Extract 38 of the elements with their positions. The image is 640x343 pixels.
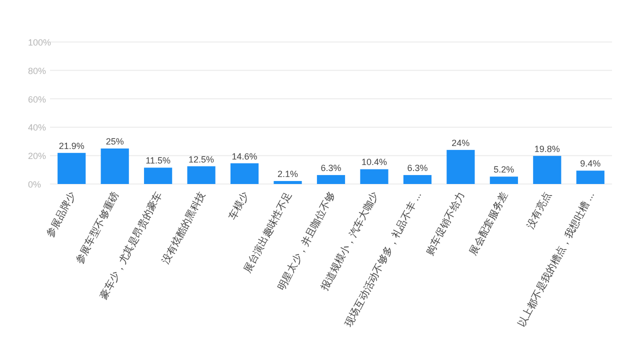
y-tick-label: 40% <box>28 122 46 133</box>
data-label: 10.4% <box>361 157 387 168</box>
bar <box>576 170 604 184</box>
y-tick-label: 100% <box>28 38 52 48</box>
data-label: 11.5% <box>146 156 171 166</box>
data-label: 25% <box>106 136 124 146</box>
bar <box>187 166 216 184</box>
bar <box>144 168 172 184</box>
bar <box>274 181 302 184</box>
bar <box>230 163 259 184</box>
bar <box>403 175 432 184</box>
y-tick-label: 20% <box>28 151 46 162</box>
data-label: 24% <box>452 138 470 148</box>
y-tick-label: 0% <box>28 180 42 190</box>
data-label: 2.1% <box>278 169 298 180</box>
x-tick-label: 没有炫酷的黑科技 <box>160 190 208 266</box>
x-tick-label: 购车促销不给力 <box>424 190 468 258</box>
bar <box>533 156 562 184</box>
bar <box>316 175 346 184</box>
bar <box>100 148 129 184</box>
x-tick-label: 车模少 <box>226 190 252 222</box>
data-label: 6.3% <box>407 163 428 174</box>
bar <box>360 169 388 184</box>
data-label: 12.5% <box>188 154 214 164</box>
data-label: 9.4% <box>580 158 601 169</box>
bar <box>490 176 518 184</box>
data-label: 14.6% <box>232 151 258 162</box>
y-tick-label: 60% <box>28 94 46 104</box>
data-label: 6.3% <box>320 163 342 174</box>
bar <box>446 150 475 184</box>
data-label: 5.2% <box>494 164 514 175</box>
data-label: 21.9% <box>58 140 84 151</box>
bar <box>58 152 86 184</box>
data-label: 19.8% <box>534 144 560 154</box>
x-tick-label: 参展品牌少 <box>44 190 78 240</box>
x-tick-label: 展会配套服务差 <box>467 190 511 258</box>
x-tick-label: 没有亮点 <box>524 190 554 231</box>
y-tick-label: 80% <box>28 66 46 76</box>
